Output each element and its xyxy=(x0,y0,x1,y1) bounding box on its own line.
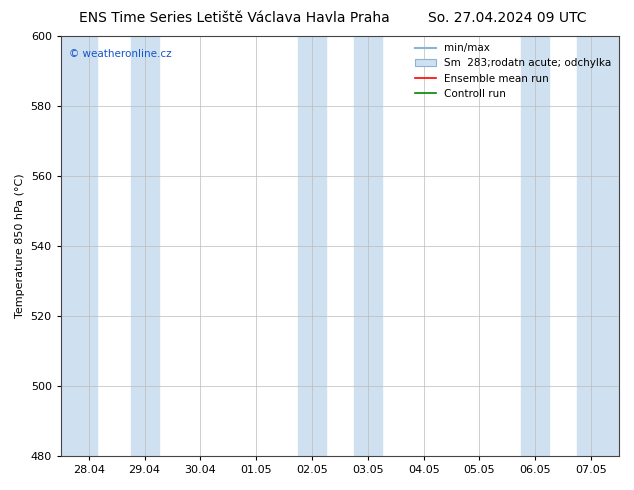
Bar xyxy=(354,36,382,456)
Legend: min/max, Sm  283;rodatn acute; odchylka, Ensemble mean run, Controll run: min/max, Sm 283;rodatn acute; odchylka, … xyxy=(411,39,616,103)
Text: © weatheronline.cz: © weatheronline.cz xyxy=(69,49,172,59)
Bar xyxy=(577,36,619,456)
Bar xyxy=(131,36,158,456)
Bar xyxy=(298,36,326,456)
Text: So. 27.04.2024 09 UTC: So. 27.04.2024 09 UTC xyxy=(428,11,586,25)
Text: ENS Time Series Letiště Václava Havla Praha: ENS Time Series Letiště Václava Havla Pr… xyxy=(79,11,390,25)
Bar xyxy=(521,36,549,456)
Bar xyxy=(61,36,97,456)
Y-axis label: Temperature 850 hPa (°C): Temperature 850 hPa (°C) xyxy=(15,174,25,318)
